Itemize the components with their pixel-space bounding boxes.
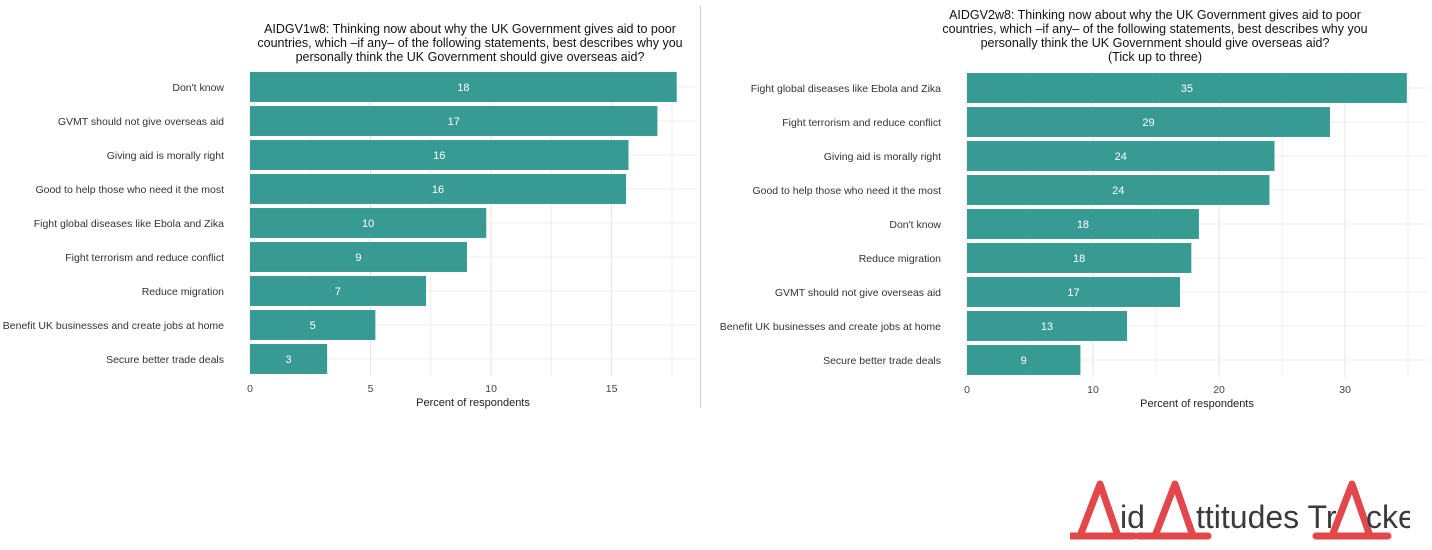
bar-chart-svg: 35 Fight global diseases like Ebola and Z…: [720, 71, 1427, 410]
aid-attitudes-tracker-logo: id ttitudes Tr cker: [1066, 470, 1427, 544]
data-label: 35: [1181, 83, 1193, 95]
category-label: Don't know: [889, 219, 941, 231]
bar: [967, 277, 1180, 307]
bar: [250, 208, 487, 238]
category-label: Fight global diseases like Ebola and Zik…: [34, 218, 224, 230]
chart-aidgv1w8: AIDGV1w8: Thinking now about why the UK …: [0, 0, 700, 420]
bar: [967, 311, 1128, 341]
title-line: (Tick up to three): [1107, 50, 1202, 64]
category-label: Good to help those who need it the most: [35, 184, 224, 196]
title-line: AIDGV2w8: Thinking now about why the UK …: [949, 8, 1361, 22]
category-label: Giving aid is morally right: [107, 150, 224, 162]
svg-text:cker: cker: [1366, 499, 1410, 535]
category-label: Giving aid is morally right: [824, 151, 941, 163]
data-label: 17: [448, 116, 460, 128]
category-label: Reduce migration: [859, 253, 941, 265]
category-label: Benefit UK businesses and create jobs at…: [3, 320, 224, 332]
data-label: 24: [1112, 185, 1124, 197]
data-label: 16: [433, 150, 445, 162]
category-label: Good to help those who need it the most: [752, 185, 941, 197]
bar: [967, 175, 1270, 205]
title-line: countries, which –if any– of the followi…: [257, 36, 683, 50]
category-label: Benefit UK businesses and create jobs at…: [720, 321, 941, 333]
bar: [250, 140, 629, 170]
bar: [250, 72, 677, 102]
category-label: Secure better trade deals: [106, 354, 224, 366]
data-label: 24: [1115, 151, 1127, 163]
data-label: 9: [1021, 355, 1027, 367]
x-axis-label: Percent of respondents: [1140, 398, 1254, 410]
data-label: 16: [432, 184, 444, 196]
bar: [250, 310, 376, 340]
tick-label: 5: [368, 383, 374, 395]
bar: [250, 242, 467, 272]
bar: [250, 344, 328, 374]
chart-aidgv2w8: AIDGV2w8: Thinking now about why the UK …: [702, 0, 1432, 420]
bar: [250, 276, 426, 306]
data-label: 5: [310, 320, 316, 332]
data-label: 9: [355, 252, 361, 264]
bar: [250, 106, 658, 136]
bar: [250, 174, 627, 204]
tick-label: 30: [1339, 384, 1351, 396]
title-line: personally think the UK Government shoul…: [980, 36, 1330, 50]
data-label: 18: [1073, 253, 1085, 265]
x-axis-label: Percent of respondents: [416, 397, 530, 409]
panel-divider: [700, 6, 701, 408]
tick-label: 0: [247, 383, 253, 395]
category-label: Secure better trade deals: [823, 355, 941, 367]
logo-graphic: id ttitudes Tr cker: [1066, 480, 1427, 540]
bar: [967, 107, 1330, 137]
tick-label: 15: [606, 383, 618, 395]
tick-label: 0: [964, 384, 970, 396]
svg-text:ttitudes Tr: ttitudes Tr: [1196, 499, 1337, 535]
data-label: 18: [1077, 219, 1089, 231]
bar: [967, 73, 1407, 103]
svg-text:id: id: [1120, 499, 1145, 535]
category-label: Don't know: [172, 82, 224, 94]
category-label: Fight global diseases like Ebola and Zik…: [751, 83, 941, 95]
tick-label: 10: [1087, 384, 1099, 396]
data-label: 7: [335, 286, 341, 298]
bar: [967, 243, 1192, 273]
chart-title: AIDGV1w8: Thinking now about why the UK …: [190, 22, 750, 64]
category-label: Reduce migration: [142, 286, 224, 298]
data-label: 18: [457, 82, 469, 94]
title-line: countries, which –if any– of the followi…: [942, 22, 1368, 36]
title-line: personally think the UK Government shoul…: [295, 50, 645, 64]
title-line: AIDGV1w8: Thinking now about why the UK …: [264, 22, 676, 36]
tick-label: 10: [485, 383, 497, 395]
data-label: 13: [1041, 321, 1053, 333]
category-label: Fight terrorism and reduce conflict: [782, 117, 941, 129]
bar: [967, 141, 1275, 171]
bar: [967, 345, 1081, 375]
category-label: GVMT should not give overseas aid: [58, 116, 224, 128]
data-label: 29: [1142, 117, 1154, 129]
category-label: GVMT should not give overseas aid: [775, 287, 941, 299]
bar: [967, 209, 1199, 239]
category-label: Fight terrorism and reduce conflict: [65, 252, 224, 264]
data-label: 17: [1067, 287, 1079, 299]
tick-label: 20: [1213, 384, 1225, 396]
data-label: 3: [286, 354, 292, 366]
bar-chart-svg: 18 Don't know 17 GVMT should not give overs…: [3, 70, 696, 409]
data-label: 10: [362, 218, 374, 230]
chart-title: AIDGV2w8: Thinking now about why the UK …: [875, 8, 1432, 64]
